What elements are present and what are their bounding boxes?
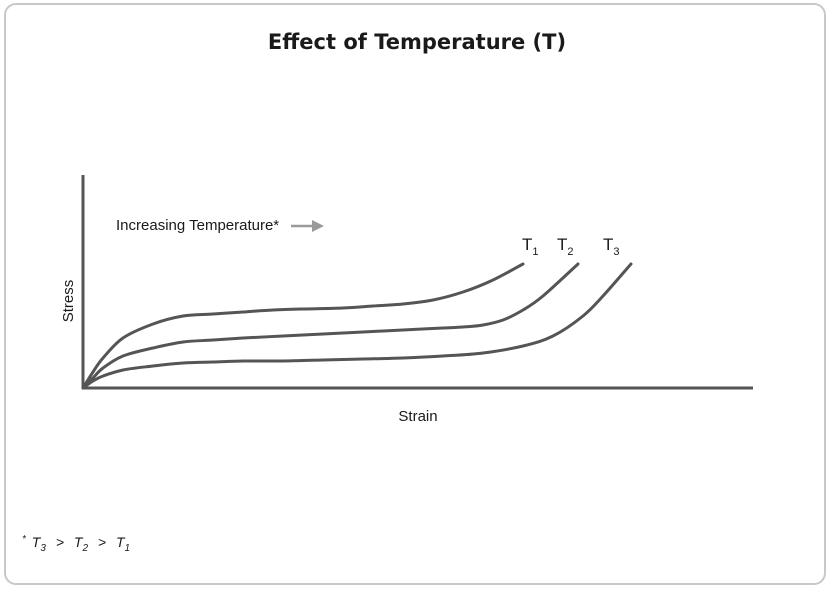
footnote-t2: T [74, 534, 84, 550]
curve-label-t1-sub: 1 [532, 246, 538, 258]
arrow-right-icon [291, 220, 324, 232]
series-line-t1 [81, 262, 525, 390]
curve-label-t2-sub: 2 [567, 246, 573, 258]
footnote-t3: T [32, 534, 42, 550]
footnote-gt-1: > [56, 534, 64, 550]
footnote-t1: T [116, 534, 126, 550]
x-axis-label: Strain [398, 408, 437, 425]
footnote-gt-2: > [98, 534, 106, 550]
increasing-temperature-annotation: Increasing Temperature* [116, 217, 279, 234]
footnote-t1-sub: 1 [125, 543, 131, 554]
curve-label-t1-main: T [522, 235, 532, 254]
footnote-star: * [22, 534, 27, 545]
curve-label-t3-main: T [603, 235, 613, 254]
series-line-t3 [81, 262, 633, 390]
series-layer [81, 262, 633, 390]
curve-label-t2-main: T [557, 235, 567, 254]
curve-label-t1: T1 [522, 235, 539, 258]
chart-frame [4, 3, 826, 585]
footnote: * T3 > T2 > T1 [22, 529, 130, 554]
chart-title: Effect of Temperature (T) [268, 30, 566, 54]
footnote-t2-sub: 2 [81, 543, 88, 554]
curve-labels: T1 T2 T3 [522, 235, 620, 258]
curve-label-t3: T3 [603, 235, 620, 258]
series-line-t2 [81, 262, 580, 390]
curve-label-t2: T2 [557, 235, 574, 258]
curve-label-t3-sub: 3 [613, 246, 619, 258]
y-axis-label: Stress [60, 280, 77, 323]
footnote-t3-sub: 3 [40, 543, 46, 554]
